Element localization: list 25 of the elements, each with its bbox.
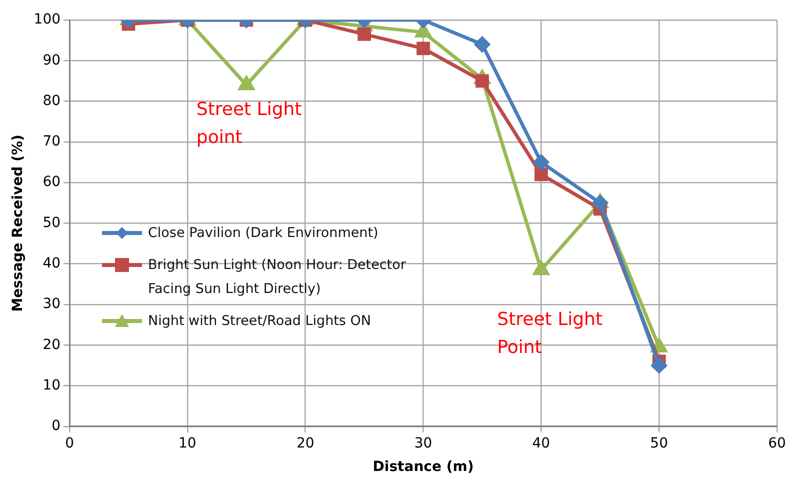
y-tick-label: 60 xyxy=(42,174,61,190)
y-tick-label: 50 xyxy=(42,214,61,231)
x-axis-title: Distance (m) xyxy=(372,459,474,476)
x-tick-label: 20 xyxy=(296,435,314,452)
legend-label: Bright Sun Light (Noon Hour: Detector Facing Sun Light Directly) xyxy=(148,256,407,299)
y-tick-label: 70 xyxy=(42,134,61,150)
legend-label: Close Pavilion (Dark Environment) xyxy=(148,224,378,243)
x-tick-label: 0 xyxy=(65,435,74,452)
x-tick-label: 10 xyxy=(178,435,196,452)
legend-label: Night with Street/Road Lights ON xyxy=(148,312,371,331)
y-tick-label: 20 xyxy=(42,336,61,353)
x-tick-label: 30 xyxy=(414,435,432,452)
y-tick-label: 30 xyxy=(42,296,61,312)
y-tick-label: 10 xyxy=(42,377,61,394)
y-axis-title: Message Received (%) xyxy=(10,134,26,312)
x-tick-label: 60 xyxy=(768,435,786,452)
annotation: Street Light point xyxy=(196,99,302,148)
x-tick-label: 50 xyxy=(650,435,668,452)
y-tick-label: 40 xyxy=(42,255,61,272)
y-tick-label: 100 xyxy=(34,12,61,28)
y-tick-label: 80 xyxy=(42,92,61,109)
annotation: Street Light Point xyxy=(497,308,603,358)
y-tick-label: 90 xyxy=(42,52,61,68)
x-tick-label: 40 xyxy=(532,435,550,452)
y-tick-label: 0 xyxy=(52,418,61,434)
